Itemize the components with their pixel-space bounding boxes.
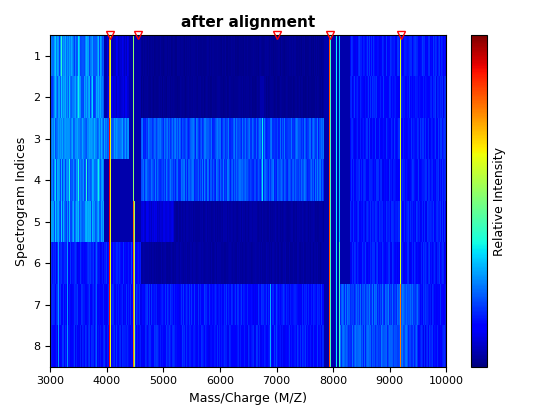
Y-axis label: Spectrogram Indices: Spectrogram Indices — [15, 136, 28, 266]
X-axis label: Mass/Charge (M/Z): Mass/Charge (M/Z) — [189, 392, 307, 405]
Y-axis label: Relative Intensity: Relative Intensity — [493, 147, 506, 255]
Title: after alignment: after alignment — [181, 15, 315, 30]
